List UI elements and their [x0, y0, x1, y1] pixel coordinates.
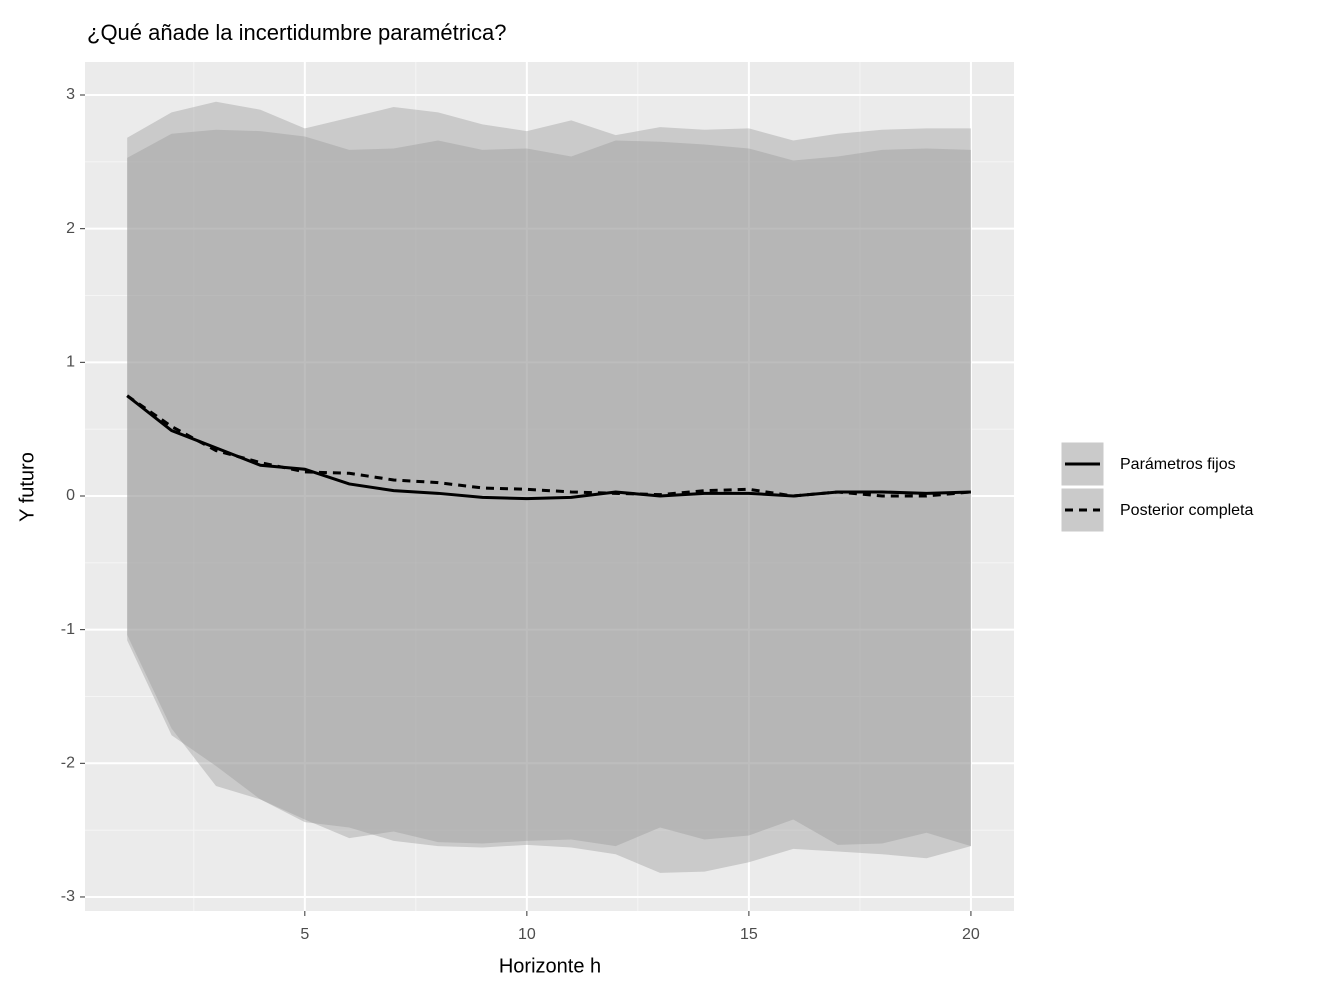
y-tick-label: 1: [66, 354, 75, 371]
ribbon: [127, 101, 971, 873]
panel: [85, 62, 1014, 911]
x-tick-label: 5: [300, 926, 309, 943]
legend-label: Posterior completa: [1120, 502, 1253, 519]
x-tick-label: 10: [518, 926, 536, 943]
y-tick-label: -1: [61, 621, 75, 638]
y-tick-label: 2: [66, 220, 75, 237]
legend-label: Parámetros fijos: [1120, 456, 1236, 473]
y-tick-label: 3: [66, 86, 75, 103]
x-axis-title: Horizonte h: [499, 955, 601, 977]
ribbon: [127, 129, 971, 847]
line: [126, 394, 971, 501]
y-tick-label: -3: [61, 888, 75, 905]
x-tick-label: 20: [962, 926, 980, 943]
line: [126, 394, 972, 498]
y-tick-label: 0: [66, 487, 75, 504]
x-tick-label: 15: [740, 926, 758, 943]
y-tick-label: -2: [61, 755, 75, 772]
chart-title: ¿Qué añade la incertidumbre paramétrica?: [87, 20, 506, 45]
y-axis-title: Y futuro: [16, 452, 38, 522]
